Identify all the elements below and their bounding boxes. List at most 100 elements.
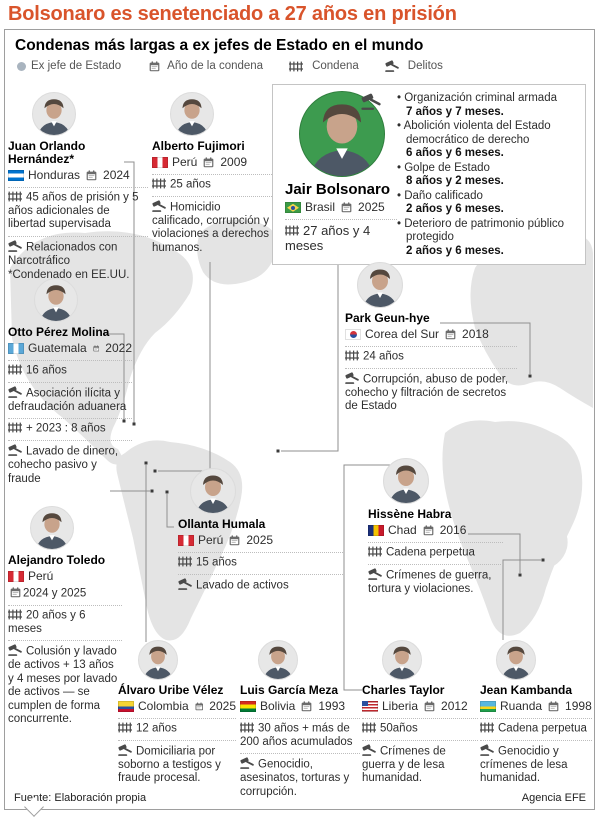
card-ollanta-humala: Ollanta Humala Perú 2025 15 años Lavado …: [178, 468, 343, 593]
divider: [240, 753, 360, 754]
sentence-row: 20 años y 6 meses: [8, 609, 86, 635]
crimes-row-2: Lavado de dinero, cohecho pasivo y fraud…: [8, 444, 119, 485]
avatar: [190, 468, 236, 514]
divider: [178, 551, 343, 553]
divider: [480, 717, 592, 719]
conviction-year: 2009: [220, 155, 248, 169]
divider: [285, 218, 397, 220]
person-name: Álvaro Uribe Vélez: [118, 683, 224, 697]
prison-bars-icon: [152, 178, 166, 189]
avatar: [496, 640, 536, 680]
country-name: Ruanda: [500, 699, 543, 713]
prison-bars-icon: [8, 609, 22, 620]
gavel-icon: [480, 744, 494, 756]
calendar-icon: [548, 701, 559, 712]
crimes-row: Crímenes de guerra y de lesa humanidad.: [362, 745, 446, 784]
country-row: Ruanda 1998: [480, 699, 592, 714]
sentence-row-2: + 2023 : 8 años: [8, 422, 132, 436]
calendar-icon: [149, 61, 160, 72]
avatar: [30, 506, 74, 550]
flag-peru-icon: [8, 571, 24, 583]
calendar-icon: [424, 701, 435, 712]
person-name: Otto Pérez Molina: [8, 325, 110, 339]
card-alvaro-uribe-velez: Álvaro Uribe Vélez Colombia 2025 12 años…: [118, 640, 236, 786]
gavel-icon: [8, 240, 22, 252]
conviction-year: 1998: [565, 699, 592, 713]
card-alejandro-toledo: Alejandro Toledo Perú 2024 y 2025 20 año…: [8, 506, 122, 727]
card-juan-orlando-hernandez: Juan Orlando Hernández* Honduras 2024 45…: [8, 92, 148, 283]
prison-bars-icon: [8, 422, 22, 433]
country-row: Corea del Sur 2018: [345, 327, 517, 342]
divider: [368, 563, 503, 565]
calendar-icon: [341, 202, 352, 213]
conviction-year: 1993: [318, 699, 346, 713]
avatar: [258, 640, 298, 680]
divider: [480, 739, 592, 741]
card-hissene-habra: Hissène Habra Chad 2016 Cadena perpetua …: [368, 458, 503, 596]
prison-bars-icon: [240, 722, 254, 733]
flag-peru-icon: [178, 535, 194, 547]
country-name: Colombia: [138, 699, 189, 713]
country-row: Perú 2025: [178, 533, 343, 548]
avatar: [383, 458, 429, 504]
person-name: Jean Kambanda: [480, 683, 573, 697]
avatar: [34, 278, 78, 322]
legend-delitos: Delitos: [385, 60, 443, 72]
conviction-year: 2012: [441, 699, 468, 713]
divider: [118, 739, 236, 741]
divider: [362, 739, 478, 741]
person-name: Juan Orlando Hernández*: [8, 139, 86, 166]
country-name: Perú: [198, 533, 224, 547]
prison-bars-icon: [8, 364, 22, 375]
crimes-row: Domiciliaria por soborno a testigos y fr…: [118, 744, 221, 784]
sentence-row: 24 años: [345, 350, 517, 364]
crime-item: Abolición violenta del Estado democrátic…: [397, 120, 581, 161]
flag-colombia-icon: [118, 701, 134, 713]
person-name: Hissène Habra: [368, 507, 452, 521]
sentence-row: 15 años: [178, 556, 343, 570]
gavel-icon: [118, 744, 132, 756]
calendar-icon: [86, 170, 97, 181]
sentence-row: 25 años: [152, 178, 272, 192]
avatar: [357, 262, 403, 308]
avatar: [382, 640, 422, 680]
country-row: Perú 2009: [152, 155, 272, 170]
gavel-icon: [345, 372, 359, 384]
crimes-row: Genocidio y crímenes de lesa humanidad.: [480, 744, 568, 784]
flag-bolivia-icon: [240, 701, 256, 713]
divider: [240, 717, 360, 719]
avatar: [32, 92, 76, 136]
calendar-icon: [445, 329, 456, 340]
divider: [152, 173, 272, 175]
country-name: Honduras: [28, 168, 81, 182]
divider: [152, 195, 272, 197]
flag-guatemala-icon: [8, 343, 24, 355]
country-name: Guatemala: [28, 341, 87, 355]
person-name: Ollanta Humala: [178, 517, 266, 531]
flag-peru-icon: [152, 157, 168, 169]
gavel-icon: [8, 444, 22, 456]
crimes-row: Corrupción, abuso de poder, cohecho y fi…: [345, 372, 509, 412]
calendar-icon: [10, 587, 21, 598]
prison-bars-icon: [480, 722, 494, 733]
card-otto-perez-molina: Otto Pérez Molina Guatemala 2022 16 años…: [8, 278, 132, 486]
avatar: [170, 92, 214, 136]
person-dot-icon: [17, 61, 26, 71]
divider: [8, 186, 148, 188]
conviction-year: 2025: [209, 699, 236, 713]
sentence-row: 50años: [362, 722, 478, 736]
legend-ex-jefe: Ex jefe de Estado: [17, 60, 121, 72]
person-name: Charles Taylor: [362, 683, 445, 697]
sentence-row: 27 años y 4 meses: [285, 222, 371, 253]
conviction-year: 2016: [439, 523, 467, 537]
crimes-row: Homicidio calificado, corrupción y viola…: [152, 201, 269, 254]
card-park-geun-hye: Park Geun-hye Corea del Sur 2018 24 años…: [345, 262, 517, 414]
avatar: [299, 91, 385, 177]
bolsonaro-left-column: Jair Bolsonaro Brasil 2025 27 años y 4 m…: [285, 91, 397, 253]
person-name: Jair Bolsonaro: [285, 181, 391, 198]
divider: [8, 235, 148, 237]
sentence-row: Cadena perpetua: [368, 546, 503, 560]
legend-anio: Año de la condena: [147, 60, 263, 72]
